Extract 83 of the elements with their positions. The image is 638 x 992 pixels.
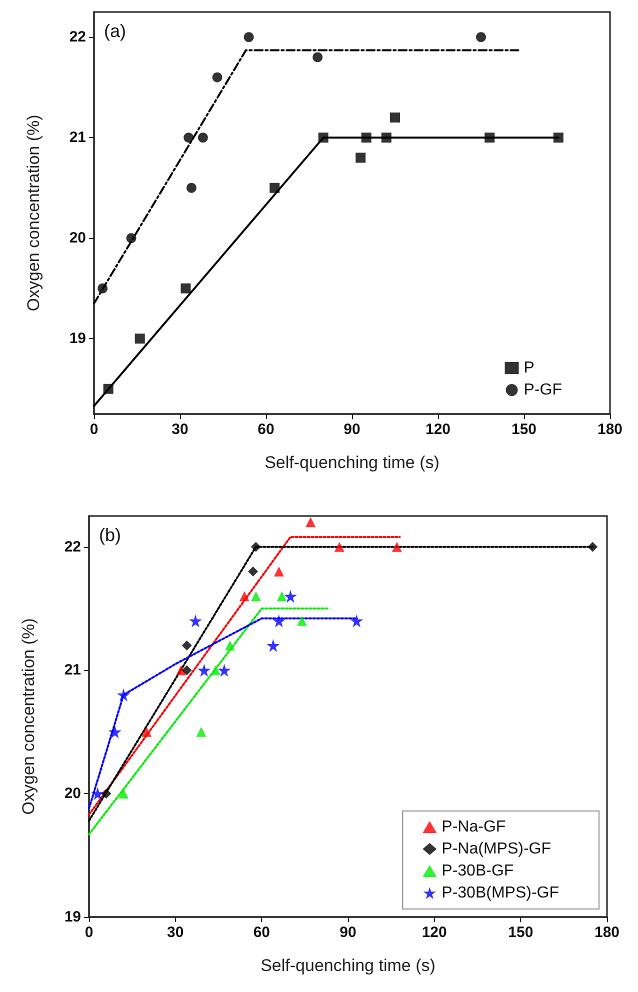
x-tick-label: 150 [508,924,534,941]
x-tick-label: 180 [597,421,623,438]
y-tick-label: 21 [69,129,86,146]
point [134,334,145,344]
x-tick-label: 0 [90,421,98,438]
point [184,132,194,143]
y-tick-label: 19 [64,908,81,926]
x-tick-label: 120 [422,924,447,941]
y-tick-label: 19 [69,330,86,348]
point [198,132,208,143]
point [98,283,108,294]
legend-label: P-30B(MPS)-GF [442,884,560,902]
x-tick-label: 30 [166,924,184,941]
point [270,182,280,193]
point [250,542,261,552]
x-tick-label: 180 [594,924,620,941]
point [484,132,495,143]
point [198,664,211,677]
x-axis-title: Self-quenching time (s) [264,453,440,472]
point [334,542,344,552]
point [390,112,400,123]
point [356,152,366,163]
point [381,132,392,143]
legend-label: P-GF [524,382,562,398]
x-tick-label: 0 [84,924,94,941]
point [210,665,221,676]
point [239,591,250,602]
point [188,614,202,628]
y-tick-label: 22 [69,28,86,46]
point [284,590,297,603]
point [244,32,254,42]
point [392,542,402,552]
point [476,32,486,42]
point [182,640,192,651]
legend-label: P-30B-GF [442,862,514,880]
point [91,787,104,800]
point [101,788,112,799]
point [274,566,284,577]
point [553,132,564,143]
x-axis-title: Self-quenching time (s) [260,956,436,975]
point [103,384,114,394]
point [182,665,192,676]
point [318,132,328,143]
point [218,664,231,677]
point [361,132,372,143]
point [196,726,206,737]
legend-label: P [524,360,534,376]
annotation: (b) [99,525,121,545]
x-tick-label: 60 [253,924,270,941]
point [312,52,323,62]
x-tick-label: 30 [172,421,188,438]
point [266,639,280,652]
y-axis-title: Oxygen concentration (%) [19,618,38,815]
point [126,233,136,244]
point [306,517,316,528]
y-tick-label: 20 [64,785,81,802]
point [212,72,222,82]
y-axis-title: Oxygen concentration (%) [24,114,43,312]
point [108,725,122,738]
point [225,640,236,651]
point [118,788,129,799]
point [276,591,287,602]
point [142,726,152,737]
point [248,566,258,577]
point [272,614,286,628]
legend-label: P-Na-GF [442,818,506,836]
point [180,283,191,294]
point [588,542,598,552]
point [186,182,196,193]
y-tick-label: 21 [64,662,81,679]
point [350,614,364,628]
point [296,616,307,626]
x-tick-label: 150 [511,421,537,438]
annotation: (a) [104,21,126,41]
x-tick-label: 60 [258,421,274,438]
point [117,688,130,702]
x-tick-label: 120 [425,421,451,438]
x-tick-label: 90 [344,421,360,438]
y-tick-label: 20 [69,230,86,247]
x-tick-label: 90 [340,924,356,941]
legend-label: P-Na(MPS)-GF [442,840,552,858]
y-tick-label: 22 [64,538,81,556]
point [250,591,261,602]
